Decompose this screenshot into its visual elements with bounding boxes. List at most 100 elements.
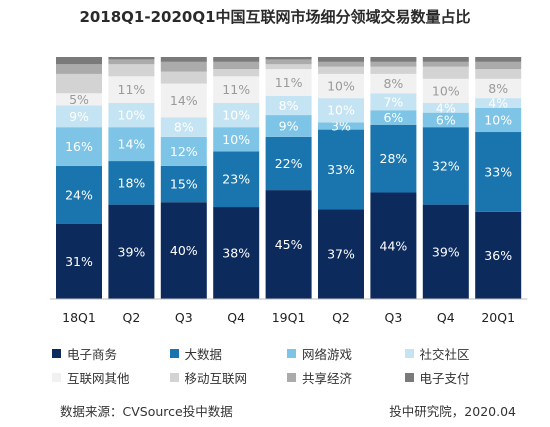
chart-title: 2018Q1-2020Q1中国互联网市场细分领域交易数量占比 xyxy=(79,8,471,26)
bar-segment-1-7 xyxy=(370,192,417,299)
bar-segment-5-4 xyxy=(213,76,260,103)
data-label-5-4: 11% xyxy=(222,82,250,97)
legend-label-sharing-economy: 共享经济 xyxy=(302,370,353,386)
data-label-2-4: 23% xyxy=(222,172,250,187)
bar-segment-3-8 xyxy=(422,112,469,128)
bar-segment-4-3 xyxy=(160,117,207,137)
data-label-2-6: 33% xyxy=(327,162,355,177)
bar-segment-2-2 xyxy=(108,161,155,205)
bar-segment-7-2 xyxy=(108,59,155,65)
data-label-2-9: 33% xyxy=(484,164,512,179)
data-label-4-8: 4% xyxy=(436,100,456,115)
legend-item-mobile-internet: 移动互联网 xyxy=(169,368,288,387)
data-label-2-2: 18% xyxy=(118,175,146,190)
legend-item-internet-other: 互联网其他 xyxy=(52,368,170,387)
bar-segment-2-1 xyxy=(56,165,102,224)
legend-label-e-payment: 电子支付 xyxy=(419,370,470,386)
data-label-4-4: 10% xyxy=(222,108,250,123)
bar-segment-1-6 xyxy=(318,209,364,299)
bar-segment-6-6 xyxy=(318,66,364,74)
bar-segment-4-2 xyxy=(108,102,155,128)
bar-segment-6-2 xyxy=(108,64,155,77)
data-label-1-7: 44% xyxy=(380,238,408,253)
bar-segment-3-2 xyxy=(108,127,155,162)
data-label-5-1: 5% xyxy=(69,92,89,107)
bar-segment-5-5 xyxy=(265,69,312,96)
legend-item-sharing-economy: 共享经济 xyxy=(287,368,405,387)
bar-segment-2-5 xyxy=(265,136,312,191)
bar-segment-7-5 xyxy=(265,59,312,65)
category-label-3: Q3 xyxy=(175,310,193,325)
legend-row-2: 互联网其他 移动互联网 共享经济 电子支付 xyxy=(52,365,522,389)
data-label-3-7: 6% xyxy=(383,110,403,125)
bar-segment-8-1 xyxy=(56,57,102,65)
bar-segment-2-9 xyxy=(475,132,522,212)
data-source: 数据来源：CVSource投中数据 xyxy=(60,404,233,419)
legend-swatch-ecommerce xyxy=(52,348,61,358)
bar-segment-5-6 xyxy=(318,73,364,99)
legend-item-social: 社交社区 xyxy=(404,344,523,363)
data-label-3-4: 10% xyxy=(222,132,250,147)
legend-swatch-social xyxy=(404,348,414,358)
bar-segment-8-3 xyxy=(160,57,207,62)
bar-segment-6-1 xyxy=(56,73,102,94)
legend-swatch-gaming xyxy=(287,348,296,358)
category-label-9: 20Q1 xyxy=(481,310,515,325)
data-label-1-8: 39% xyxy=(432,244,460,259)
data-label-5-8: 10% xyxy=(432,83,460,98)
data-label-3-5: 9% xyxy=(279,118,299,133)
category-label-4: Q4 xyxy=(227,310,245,325)
bar-segment-5-1 xyxy=(56,93,102,106)
bar-segment-4-9 xyxy=(475,98,522,108)
bar-segment-6-3 xyxy=(160,71,207,84)
bar-segment-3-4 xyxy=(213,127,260,152)
stacked-bar-chart: 31% 24% 16% 9% 5% 18Q1 39% 18% 14% 10% 11% Q2 40% 15%… xyxy=(50,57,528,325)
bar-segment-2-4 xyxy=(213,151,260,208)
bar-segment-7-7 xyxy=(370,61,417,67)
bar-segment-8-2 xyxy=(108,57,155,60)
bar-segment-4-8 xyxy=(422,102,469,113)
data-label-4-7: 7% xyxy=(383,94,403,109)
legend-label-gaming: 网络游戏 xyxy=(302,346,353,362)
category-label-7: Q3 xyxy=(385,310,403,325)
data-label-1-3: 40% xyxy=(170,243,198,258)
bar-segment-5-8 xyxy=(422,78,469,103)
bar-segment-8-8 xyxy=(422,57,469,62)
data-label-5-7: 8% xyxy=(383,76,403,91)
data-label-4-2: 10% xyxy=(118,108,146,123)
bar-segment-4-1 xyxy=(56,105,102,128)
bar-segment-8-7 xyxy=(370,57,417,62)
legend-swatch-sharing-economy xyxy=(287,372,296,382)
bar-segment-7-9 xyxy=(475,61,522,70)
category-label-6: Q2 xyxy=(332,310,350,325)
data-label-3-8: 6% xyxy=(436,112,456,127)
legend-swatch-internet-other xyxy=(52,372,61,382)
bar-segment-1-2 xyxy=(108,204,155,299)
bar-segment-5-3 xyxy=(160,83,207,118)
legend-item-bigdata: 大数据 xyxy=(169,344,288,363)
bar-segment-3-9 xyxy=(475,107,522,133)
data-label-5-3: 14% xyxy=(170,93,198,108)
legend-label-mobile-internet: 移动互联网 xyxy=(184,370,248,386)
data-label-5-9: 8% xyxy=(488,81,508,96)
bar-segment-1-3 xyxy=(160,202,207,299)
legend-item-ecommerce: 电子商务 xyxy=(52,344,170,363)
data-label-5-6: 10% xyxy=(327,79,355,94)
category-label-8: Q4 xyxy=(437,310,455,325)
data-label-1-5: 45% xyxy=(275,237,303,252)
data-label-4-6: 10% xyxy=(327,103,355,118)
bar-segment-6-8 xyxy=(422,66,469,79)
data-label-3-2: 14% xyxy=(118,137,146,152)
credit: 投中研究院，2020.04 xyxy=(389,404,516,419)
legend-swatch-e-payment xyxy=(404,372,414,382)
category-label-1: 18Q1 xyxy=(62,310,96,325)
data-label-1-6: 37% xyxy=(327,247,355,262)
legend-item-gaming: 网络游戏 xyxy=(287,344,405,363)
bar-segment-7-3 xyxy=(160,61,207,72)
data-label-1-2: 39% xyxy=(118,244,146,259)
legend-label-ecommerce: 电子商务 xyxy=(67,346,118,362)
data-label-3-3: 12% xyxy=(170,144,198,159)
data-label-2-7: 28% xyxy=(380,151,408,166)
legend-label-internet-other: 互联网其他 xyxy=(67,370,130,386)
legend-row-1: 电子商务 大数据 网络游戏 社交社区 xyxy=(52,341,522,365)
